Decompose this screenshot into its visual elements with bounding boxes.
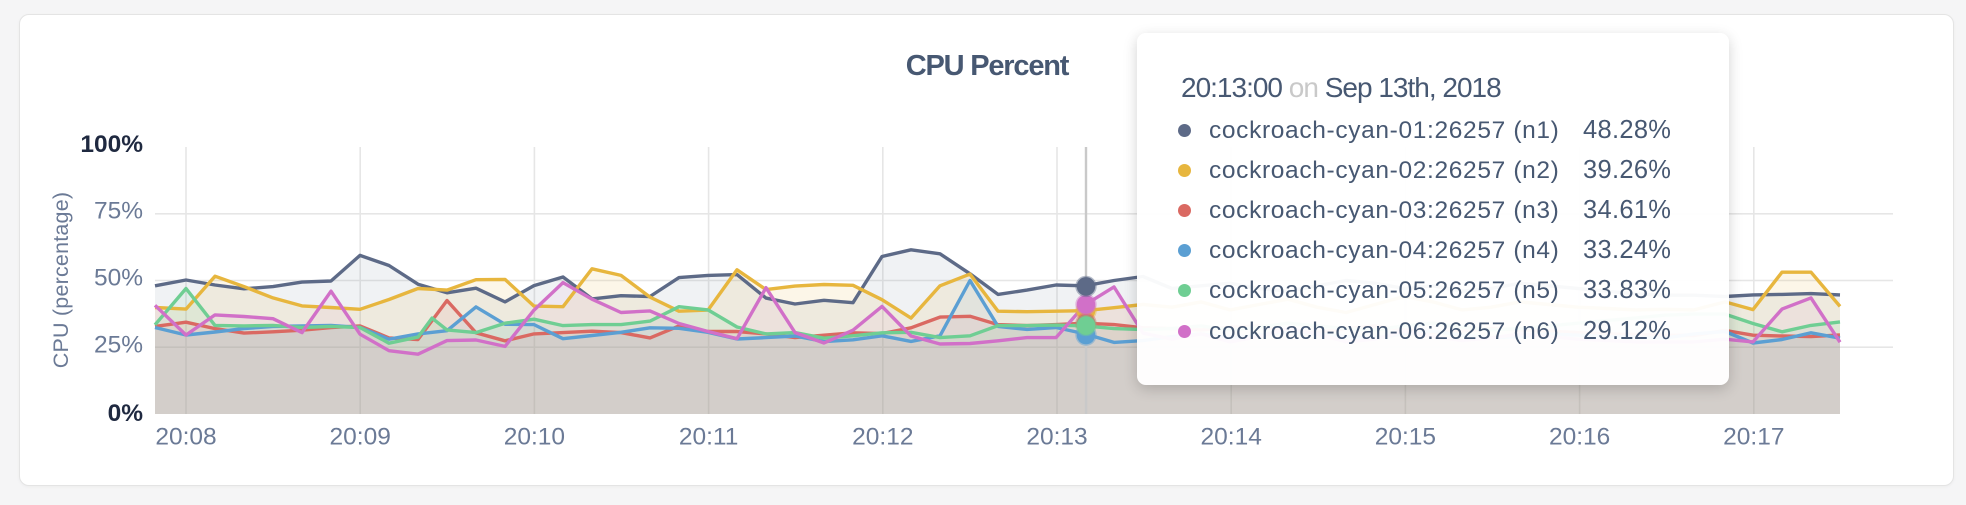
svg-text:20:10: 20:10 xyxy=(504,424,565,451)
svg-text:25%: 25% xyxy=(94,331,143,358)
svg-text:20:12: 20:12 xyxy=(852,424,913,451)
svg-text:20:09: 20:09 xyxy=(330,424,391,451)
svg-text:20:14: 20:14 xyxy=(1201,424,1262,451)
svg-text:20:17: 20:17 xyxy=(1723,424,1784,451)
svg-text:20:11: 20:11 xyxy=(679,424,739,451)
svg-text:75%: 75% xyxy=(94,198,143,225)
svg-text:20:16: 20:16 xyxy=(1549,424,1610,451)
svg-text:50%: 50% xyxy=(94,265,143,292)
svg-text:100%: 100% xyxy=(80,131,143,158)
svg-text:CPU (percentage): CPU (percentage) xyxy=(49,192,73,368)
svg-text:0%: 0% xyxy=(108,400,144,427)
svg-text:20:13: 20:13 xyxy=(1026,424,1087,451)
svg-text:20:08: 20:08 xyxy=(155,424,216,451)
svg-text:20:15: 20:15 xyxy=(1375,424,1436,451)
